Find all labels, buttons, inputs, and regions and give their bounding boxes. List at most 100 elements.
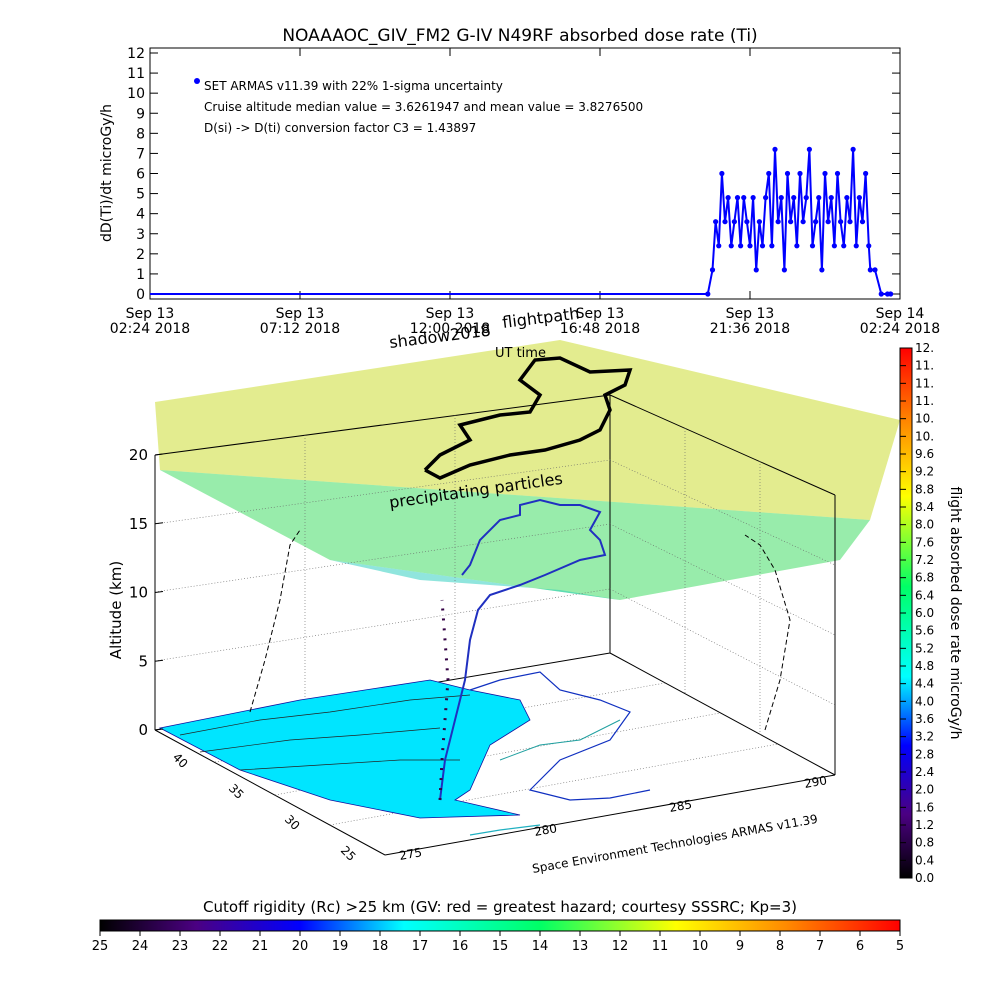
dose-colorbar-tick-label: 4.4	[915, 677, 934, 691]
legend-note-conversion: D(si) -> D(ti) conversion factor C3 = 1.…	[204, 121, 476, 135]
dose-rate-point	[713, 219, 719, 225]
z-tick-mark	[154, 453, 164, 456]
dose-rate-point	[872, 267, 878, 273]
dose-rate-point	[853, 243, 859, 249]
rigidity-colorbar-tick-label: 13	[572, 939, 589, 954]
rigidity-colorbar-tick-label: 5	[896, 939, 904, 954]
rigidity-surface-yellow	[155, 340, 900, 520]
rigidity-colorbar-tick-label: 20	[292, 939, 309, 954]
z-tick-label: 0	[138, 721, 148, 739]
dose-rate-point	[738, 243, 744, 249]
rigidity-colorbar-tick-label: 14	[532, 939, 549, 954]
chart-title: NOAAAOC_GIV_FM2 G-IV N49RF absorbed dose…	[282, 26, 757, 46]
y-tick-label: 11	[127, 66, 145, 82]
z-tick-label: 10	[129, 584, 148, 602]
dose-rate-point	[813, 219, 819, 225]
x-tick-label-date: Sep 14	[876, 306, 925, 322]
dose-colorbar-tick-label: 9.6	[915, 447, 934, 461]
dose-rate-point	[806, 146, 812, 152]
dose-rate-point	[734, 195, 741, 201]
rigidity-colorbar-tick-label: 10	[692, 939, 709, 954]
z-tick-mark	[154, 591, 164, 593]
dose-rate-point	[867, 267, 873, 273]
rigidity-colorbar-tick-label: 23	[172, 939, 189, 954]
x-tick-label-date: Sep 13	[726, 306, 775, 322]
dose-rate-point	[822, 170, 828, 177]
dose-colorbar-tick-label: 1.6	[915, 800, 934, 814]
dose-colorbar-tick-label: 7.6	[915, 535, 934, 549]
grid-right-z5	[609, 588, 836, 706]
lon-axis: 275 280 285 290	[398, 773, 828, 863]
x-tick-label-time: 07:12 2018	[260, 321, 340, 337]
rigidity-colorbar-tick-label: 16	[452, 939, 469, 954]
dose-rate-point	[741, 195, 747, 201]
dose-rate-point	[856, 195, 862, 201]
dose-rate-point	[838, 219, 844, 225]
dose-rate-point	[769, 243, 775, 249]
rigidity-colorbar-tick-label: 7	[816, 939, 824, 954]
map-floor	[158, 671, 651, 836]
x-tick-label-date: Sep 13	[276, 306, 325, 322]
lon-tick-label: 290	[803, 773, 828, 791]
rigidity-colorbar-tick-label: 15	[492, 939, 509, 954]
dose-rate-point	[709, 267, 716, 273]
dose-rate-point	[772, 146, 778, 152]
dose-rate-point	[763, 195, 769, 201]
y-tick-label: 3	[136, 227, 145, 243]
dose-rate-point	[722, 219, 728, 225]
dose-rate-point	[759, 243, 766, 249]
y-tick-label: 9	[136, 106, 145, 122]
dose-colorbar-tick-label: 1.2	[915, 818, 934, 832]
dose-rate-point	[744, 219, 750, 225]
dose-rate-point	[878, 291, 884, 297]
map-land-cyan	[158, 679, 531, 819]
dose-colorbar-tick-label: 5.2	[915, 641, 934, 655]
dose-rate-point	[859, 219, 866, 225]
dose-colorbar-tick-label: 7.2	[915, 553, 934, 567]
altitude-trace-curtains	[249, 529, 791, 731]
dose-colorbar-tick-label: 2.8	[915, 747, 934, 761]
x-tick-label-time: 02:24 2018	[860, 321, 940, 337]
z-tick-label: 15	[129, 515, 148, 533]
y-tick-label: 12	[127, 46, 145, 62]
dose-colorbar-tick-label: 10.	[915, 429, 934, 443]
x-tick-label-date: Sep 13	[576, 306, 625, 322]
dose-colorbar-tick-label: 9.2	[915, 465, 934, 479]
dose-rate-point	[844, 195, 850, 201]
dose-rate-point	[794, 243, 800, 249]
flight-track-3d-dots	[438, 599, 450, 801]
z-axis: 0 5 10 15 20	[129, 446, 164, 739]
grid-back-z5	[154, 588, 611, 662]
dose-rate-point	[803, 195, 809, 201]
dose-colorbar-tick-label: 5.6	[915, 624, 934, 638]
dose-rate-point	[775, 219, 781, 225]
box-bottom-front-right	[384, 774, 836, 856]
legend-entry: SET ARMAS v11.39 with 22% 1-sigma uncert…	[204, 79, 503, 93]
dose-rate-point	[834, 170, 841, 177]
lon-tick-label: 275	[398, 845, 423, 863]
y-tick-label: 8	[136, 126, 145, 142]
dose-colorbar-tick-label: 6.8	[915, 571, 934, 585]
box-bottom-front-left	[154, 729, 386, 856]
map-state-lines-3	[239, 759, 460, 771]
map-coast-east	[469, 671, 651, 801]
dose-rate-point	[831, 243, 837, 249]
dose-rate-point	[841, 243, 847, 249]
rigidity-colorbar-tick-label: 12	[612, 939, 629, 954]
dose-colorbar-tick-label: 4.8	[915, 659, 934, 673]
x-tick-label-time: 21:36 2018	[710, 321, 790, 337]
dose-colorbar-tick-label: 6.0	[915, 606, 934, 620]
dose-rate-point	[784, 170, 791, 177]
y-tick-label: 2	[136, 247, 145, 263]
y-tick-label: 1	[136, 267, 145, 283]
dose-rate-point	[728, 243, 734, 249]
dose-rate-point	[866, 243, 872, 249]
dose-rate-point	[731, 219, 737, 225]
map-state-lines	[179, 694, 471, 736]
z-tick-label: 20	[129, 446, 148, 464]
dose-rate-point	[766, 170, 772, 177]
dose-colorbar-ticks: 0.0 0.4 0.8 1.2 1.6 2.0 2.4 2.8 3.2 3.6 4.0 4.4 4.8 5…	[900, 341, 934, 885]
dose-colorbar-tick-label: 2.4	[915, 765, 934, 779]
dose-colorbar-tick-label: 0.8	[915, 836, 934, 850]
